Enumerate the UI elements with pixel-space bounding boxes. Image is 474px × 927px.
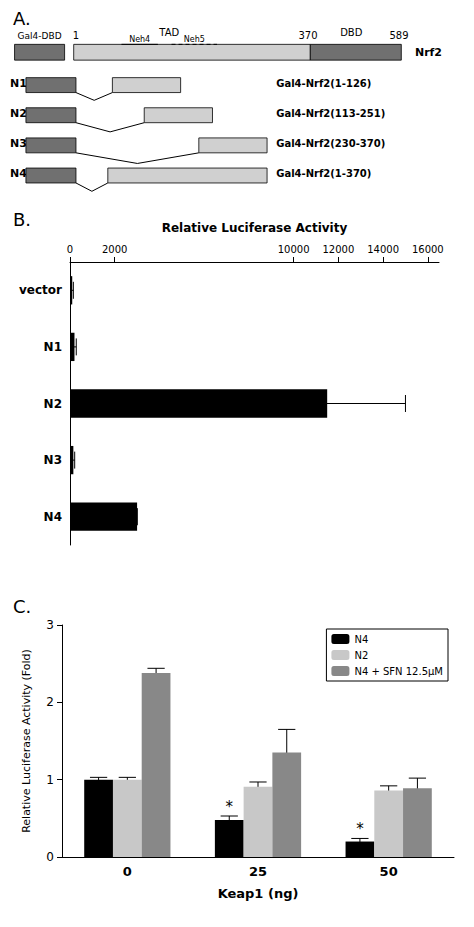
svg-text:A.: A.: [13, 8, 31, 29]
svg-text:0: 0: [123, 864, 132, 879]
svg-text:12000: 12000: [322, 244, 354, 255]
svg-text:10000: 10000: [278, 244, 310, 255]
svg-text:DBD: DBD: [340, 27, 363, 38]
svg-text:N4: N4: [354, 634, 368, 645]
svg-text:1: 1: [73, 30, 79, 41]
svg-text:N2: N2: [44, 397, 62, 411]
svg-text:*: *: [226, 798, 234, 816]
svg-text:N4: N4: [44, 510, 62, 524]
svg-text:14000: 14000: [367, 244, 399, 255]
svg-text:C.: C.: [13, 596, 31, 617]
svg-text:16000: 16000: [412, 244, 444, 255]
svg-text:Neh5: Neh5: [184, 35, 205, 44]
svg-text:2: 2: [46, 695, 54, 709]
svg-text:Gal4-DBD: Gal4-DBD: [18, 31, 62, 41]
svg-text:0: 0: [46, 850, 54, 864]
svg-text:Relative Luciferase Activity: Relative Luciferase Activity: [162, 221, 348, 235]
svg-text:589: 589: [389, 30, 408, 41]
svg-text:TAD: TAD: [158, 27, 179, 38]
svg-text:N3: N3: [44, 453, 62, 467]
svg-text:Gal4-Nrf2(113-251): Gal4-Nrf2(113-251): [276, 108, 385, 119]
svg-text:3: 3: [46, 618, 54, 632]
svg-text:Neh4: Neh4: [129, 35, 150, 44]
svg-text:N3: N3: [10, 137, 27, 150]
svg-text:N2: N2: [10, 107, 27, 120]
svg-text:1: 1: [46, 773, 54, 787]
svg-text:vector: vector: [19, 283, 62, 297]
svg-text:Keap1 (ng): Keap1 (ng): [218, 886, 299, 901]
svg-text:N4 + SFN 12.5μM: N4 + SFN 12.5μM: [354, 666, 443, 677]
svg-text:Gal4-Nrf2(1-370): Gal4-Nrf2(1-370): [276, 168, 371, 179]
svg-text:N1: N1: [44, 340, 62, 354]
svg-text:Gal4-Nrf2(1-126): Gal4-Nrf2(1-126): [276, 78, 371, 89]
svg-text:Nrf2: Nrf2: [415, 46, 442, 59]
svg-text:N1: N1: [10, 77, 27, 90]
svg-text:N4: N4: [10, 167, 27, 180]
svg-text:0: 0: [67, 244, 73, 255]
svg-text:Relative Luciferase Activity (: Relative Luciferase Activity (Fold): [20, 649, 33, 833]
svg-text:370: 370: [298, 30, 317, 41]
svg-text:B.: B.: [13, 209, 31, 230]
svg-text:25: 25: [249, 864, 267, 879]
svg-text:N2: N2: [354, 650, 368, 661]
svg-text:2000: 2000: [102, 244, 127, 255]
svg-text:Gal4-Nrf2(230-370): Gal4-Nrf2(230-370): [276, 138, 385, 149]
svg-text:*: *: [356, 820, 364, 838]
svg-text:50: 50: [380, 864, 398, 879]
